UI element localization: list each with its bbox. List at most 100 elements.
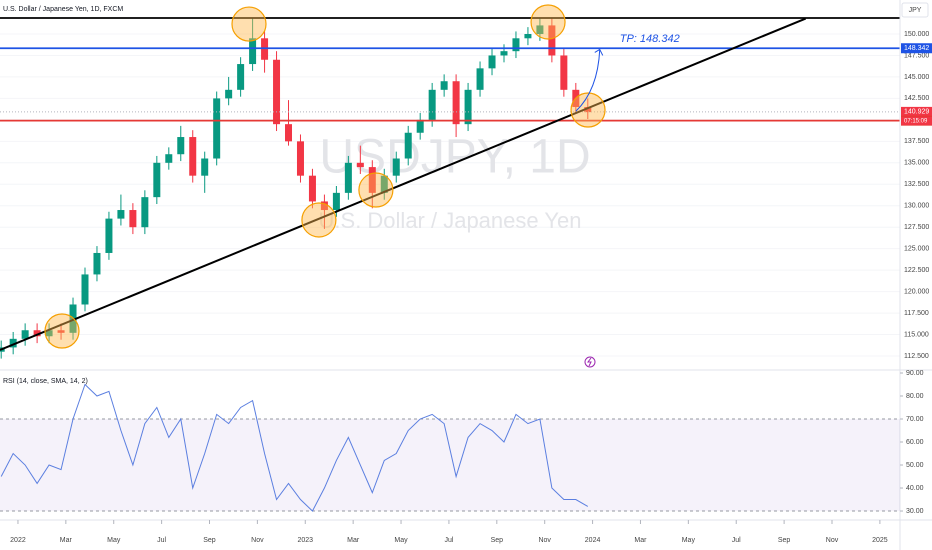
x-tick-label: Sep: [491, 537, 504, 544]
rsi-title: RSI (14, close, SMA, 14, 2): [3, 378, 88, 385]
candle-body: [141, 197, 149, 228]
x-tick-label: May: [107, 537, 121, 544]
candle-body: [536, 25, 544, 35]
candle-body: [21, 330, 29, 339]
candle-body: [177, 137, 185, 155]
x-tick-label: Jul: [732, 537, 741, 544]
candle-body: [33, 330, 41, 337]
x-tick-label: 2025: [872, 537, 888, 544]
candle-body: [153, 162, 161, 198]
candle-body: [237, 64, 245, 90]
price-label-box: [901, 43, 932, 54]
candle-body: [464, 89, 472, 125]
y-tick-label: 130.000: [904, 203, 929, 210]
event-icon[interactable]: [584, 356, 596, 368]
x-tick-label: Nov: [826, 537, 839, 544]
chart-title: U.S. Dollar / Japanese Yen, 1D, FXCM: [3, 6, 123, 13]
candle-body: [165, 154, 173, 163]
price-label-box: [901, 106, 932, 117]
candle-body: [476, 68, 484, 90]
x-tick-label: Sep: [778, 537, 791, 544]
candle-body: [548, 25, 556, 56]
y-tick-label: 115.000: [904, 331, 929, 338]
candle-body: [332, 192, 340, 211]
candle-body: [45, 330, 53, 337]
y-tick-label: 40.00: [906, 485, 924, 492]
tp-arrow: [575, 48, 604, 112]
price-pane: USDJPY, 1D U.S. Dollar / Japanese Yen TP: …: [0, 4, 900, 359]
x-tick-label: Nov: [538, 537, 551, 544]
candle-body: [105, 218, 113, 253]
watermark: USDJPY, 1D: [319, 131, 590, 184]
candle-body: [320, 201, 328, 211]
y-tick-label: 127.500: [904, 224, 929, 231]
candle-body: [416, 119, 424, 133]
y-tick-label: 142.500: [904, 95, 929, 102]
highlight-circle: [44, 313, 80, 349]
highlight-circle: [301, 202, 337, 238]
y-tick-label: 137.500: [904, 138, 929, 145]
y-tick-label: 122.500: [904, 267, 929, 274]
y-tick-label: 50.00: [906, 462, 924, 469]
x-tick-label: Jul: [157, 537, 166, 544]
highlight-circle: [530, 4, 566, 40]
candle-body: [392, 158, 400, 176]
countdown-box: [901, 116, 932, 125]
y-tick-label: 60.00: [906, 439, 924, 446]
candle-body: [356, 162, 364, 168]
candle-body: [500, 51, 508, 56]
y-tick-label: 145.000: [904, 74, 929, 81]
x-tick-label: Jul: [444, 537, 453, 544]
candle-body: [452, 81, 460, 125]
candle-body: [296, 141, 304, 176]
price-label: 148.342: [904, 45, 929, 52]
candle-body: [512, 38, 520, 52]
candle-body: [93, 252, 101, 275]
candle-body: [117, 210, 125, 219]
y-tick-label: 150.000: [904, 31, 929, 38]
candle-body: [189, 137, 197, 176]
candle-body: [225, 89, 233, 99]
candle-body: [57, 330, 65, 333]
y-tick-label: 147.500: [904, 52, 929, 59]
x-tick-label: 2024: [585, 537, 601, 544]
highlight-circle: [570, 92, 606, 128]
y-tick-label: 90.00: [906, 370, 924, 377]
candle-body: [404, 132, 412, 159]
y-tick-label: 112.500: [904, 353, 929, 360]
y-tick-label: 70.00: [906, 416, 924, 423]
y-tick-label: 125.000: [904, 246, 929, 253]
highlight-circle: [231, 6, 267, 42]
candle-body: [584, 106, 592, 113]
x-tick-label: May: [682, 537, 696, 544]
y-tick-label: 132.500: [904, 181, 929, 188]
candle-body: [344, 162, 352, 193]
candle-body: [273, 59, 281, 125]
candle-body: [488, 55, 496, 69]
countdown: 07:15:09: [904, 118, 928, 124]
candle-body: [9, 338, 17, 348]
candle-body: [440, 81, 448, 90]
candle-body: [560, 55, 568, 90]
currency-box[interactable]: [901, 2, 929, 18]
y-tick-label: 117.500: [904, 310, 929, 317]
x-tick-label: May: [394, 537, 408, 544]
candle-body: [428, 89, 436, 120]
candle-body: [285, 124, 293, 142]
candle-body: [249, 38, 257, 65]
x-tick-label: 2023: [297, 537, 313, 544]
candle-body: [524, 34, 532, 39]
x-tick-label: Mar: [634, 537, 647, 544]
candle-body: [129, 210, 137, 228]
y-tick-label: 30.00: [906, 508, 924, 515]
y-tick-label: 80.00: [906, 393, 924, 400]
candle-body: [308, 175, 316, 202]
currency: JPY: [909, 7, 922, 14]
y-tick-label: 120.000: [904, 288, 929, 295]
highlight-circle: [358, 172, 394, 208]
event-bolt: [587, 357, 592, 367]
x-tick-label: Sep: [203, 537, 216, 544]
candle-body: [81, 274, 89, 305]
watermark-sub: U.S. Dollar / Japanese Yen: [319, 208, 582, 233]
